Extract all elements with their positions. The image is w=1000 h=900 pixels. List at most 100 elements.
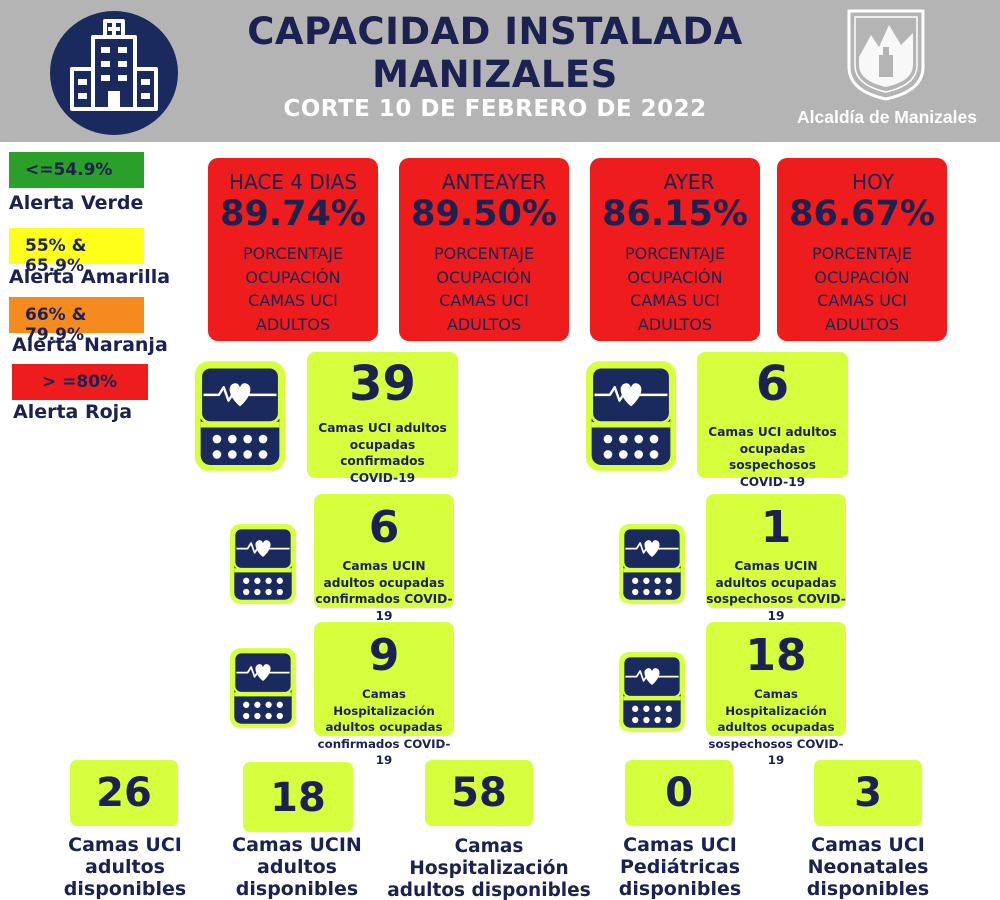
occupancy-desc: PORCENTAJE OCUPACIÓN CAMAS UCI ADULTOS	[208, 242, 378, 336]
occupancy-card-anteayer: ANTEAYER 89.50% PORCENTAJE OCUPACIÓN CAM…	[399, 158, 569, 341]
org-label: Alcaldía de Manizales	[797, 107, 977, 127]
available-value: 58	[451, 770, 507, 816]
available-value: 18	[270, 775, 326, 821]
page-subtitle: CORTE 10 DE FEBRERO DE 2022	[283, 96, 707, 122]
stat-value: 6	[755, 356, 790, 412]
legend-yellow-swatch: 55% & 65.9%	[9, 228, 144, 276]
stat-label-line: sospechosos COVID-19	[706, 592, 846, 623]
occupancy-desc: PORCENTAJE OCUPACIÓN CAMAS UCI ADULTOS	[399, 242, 569, 336]
stat-value: 1	[760, 502, 792, 553]
stat-value: 18	[745, 630, 807, 681]
stat-label-line: adultos ocupadas	[717, 720, 835, 734]
stat-label-line: Camas Hospitalización	[333, 687, 435, 718]
heart-monitor-icon	[192, 358, 288, 474]
available-label-line: Neonatales	[807, 856, 929, 878]
available-label-line: adultos disponibles	[387, 880, 591, 900]
occupancy-when: ANTEAYER	[441, 170, 547, 194]
occupancy-desc: PORCENTAJE OCUPACIÓN CAMAS UCI ADULTOS	[590, 242, 760, 336]
available-value: 26	[96, 770, 152, 816]
occupancy-desc-line: CAMAS UCI	[439, 291, 529, 310]
page-title-line2: MANIZALES	[372, 53, 618, 96]
legend-green-label: Alerta Verde	[9, 192, 144, 214]
occupancy-desc-line: ADULTOS	[255, 314, 331, 334]
header-banner: CAPACIDAD INSTALADA MANIZALES CORTE 10 D…	[0, 0, 1000, 142]
stat-label: Camas UCI adultos ocupadas confirmados C…	[307, 420, 458, 486]
available-label-line: adultos	[85, 856, 165, 878]
hospital-icon	[70, 19, 158, 111]
available-uci-adults: 26	[70, 760, 178, 826]
stat-label: Camas UCI adultos ocupadas sospechosos C…	[697, 424, 848, 490]
available-label-line: disponibles	[618, 878, 742, 900]
stat-value: 9	[368, 630, 400, 681]
available-label-line: Camas Hospitalización	[409, 836, 569, 879]
occupancy-desc-line: PORCENTAJE	[811, 244, 913, 263]
legend-orange-label: Alerta Naranja	[12, 334, 168, 356]
occupancy-desc-line: ADULTOS	[637, 314, 713, 334]
available-label-line: Camas UCI	[811, 834, 925, 856]
city-seal-icon	[847, 9, 925, 101]
page-title-line1: CAPACIDAD INSTALADA	[247, 10, 743, 53]
available-label-line: adultos	[257, 856, 337, 878]
occupancy-when: HACE 4 DIAS	[228, 170, 358, 194]
occupancy-desc-line: OCUPACIÓN	[814, 267, 910, 287]
stat-label-line: adultos ocupadas	[715, 575, 837, 590]
stat-label-line: COVID-19	[349, 470, 416, 485]
occupancy-percent: 86.67%	[789, 194, 935, 234]
available-label-line: disponibles	[235, 878, 359, 900]
stat-label-line: Camas UCI adultos	[318, 421, 447, 435]
legend-red-label: Alerta Roja	[13, 401, 133, 423]
stat-label: Camas Hospitalización adultos ocupadas c…	[314, 686, 454, 769]
occupancy-when: AYER	[663, 170, 715, 194]
available-label-line: Camas UCI	[623, 834, 737, 856]
occupancy-desc-line: CAMAS UCI	[630, 291, 720, 310]
legend-yellow-label: Alerta Amarilla	[9, 266, 171, 288]
stat-label-line: Camas UCIN	[342, 559, 426, 573]
available-label: Camas UCI Neonatales disponibles	[798, 834, 938, 900]
available-label-line: disponibles	[63, 878, 187, 900]
available-label: Camas UCIN adultos disponibles	[222, 834, 372, 900]
stat-label-line: ocupadas confirmados	[340, 437, 425, 469]
stat-ucin-suspected: 1 Camas UCIN adultos ocupadas sospechoso…	[706, 494, 846, 623]
stat-label: Camas UCIN adultos ocupadas confirmados …	[314, 558, 454, 624]
available-uci-neonatal: 3	[814, 760, 922, 826]
stat-label: Camas UCIN adultos ocupadas sospechosos …	[706, 558, 846, 624]
available-ucin-adults: 18	[243, 762, 353, 832]
occupancy-desc-line: CAMAS UCI	[817, 291, 907, 310]
occupancy-desc-line: PORCENTAJE	[242, 244, 344, 263]
occupancy-when: HOY	[852, 170, 894, 194]
stat-uci-suspected: 6 Camas UCI adultos ocupadas sospechosos…	[697, 352, 848, 489]
occupancy-desc-line: OCUPACIÓN	[245, 267, 341, 287]
stat-label-line: adultos ocupadas	[323, 575, 445, 590]
available-label: Camas Hospitalización adultos disponible…	[372, 836, 606, 900]
hospital-logo	[50, 11, 178, 135]
occupancy-desc-line: OCUPACIÓN	[436, 267, 532, 287]
occupancy-desc-line: PORCENTAJE	[624, 244, 726, 263]
heart-monitor-icon	[228, 522, 298, 606]
occupancy-desc-line: PORCENTAJE	[433, 244, 535, 263]
stat-label-line: sospechosos COVID-19	[708, 736, 844, 768]
available-hosp-adults: 58	[425, 760, 533, 826]
available-label: Camas UCI Pediátricas disponibles	[610, 834, 750, 900]
stat-label-line: adultos ocupadas	[325, 720, 443, 734]
available-label-line: Pediátricas	[619, 856, 741, 878]
stat-label-line: Camas Hospitalización	[725, 687, 827, 718]
stat-value: 39	[349, 356, 416, 412]
legend-orange-swatch: 66% & 79.9%	[9, 297, 144, 345]
occupancy-percent: 89.50%	[411, 194, 557, 234]
stat-label-line: Camas UCIN	[734, 559, 818, 573]
available-uci-pediatric: 0	[625, 760, 733, 826]
available-label-line: Camas UCIN	[232, 834, 362, 856]
heart-monitor-icon	[228, 646, 298, 730]
available-label-line: Camas UCI	[68, 834, 182, 856]
stat-label: Camas Hospitalización adultos ocupadas s…	[706, 686, 846, 769]
stat-hosp-confirmed: 9 Camas Hospitalización adultos ocupadas…	[314, 622, 454, 767]
stat-hosp-suspected: 18 Camas Hospitalización adultos ocupada…	[706, 622, 846, 767]
heart-monitor-icon	[583, 358, 679, 474]
occupancy-desc: PORCENTAJE OCUPACIÓN CAMAS UCI ADULTOS	[777, 242, 947, 336]
legend-red-swatch: > =80%	[12, 364, 148, 400]
occupancy-card-ayer: AYER 86.15% PORCENTAJE OCUPACIÓN CAMAS U…	[590, 158, 760, 341]
stat-label-line: confirmados COVID-19	[317, 736, 451, 768]
stat-label-line: confirmados COVID-19	[315, 592, 453, 623]
available-value: 0	[665, 770, 693, 816]
stat-value: 6	[368, 502, 400, 553]
